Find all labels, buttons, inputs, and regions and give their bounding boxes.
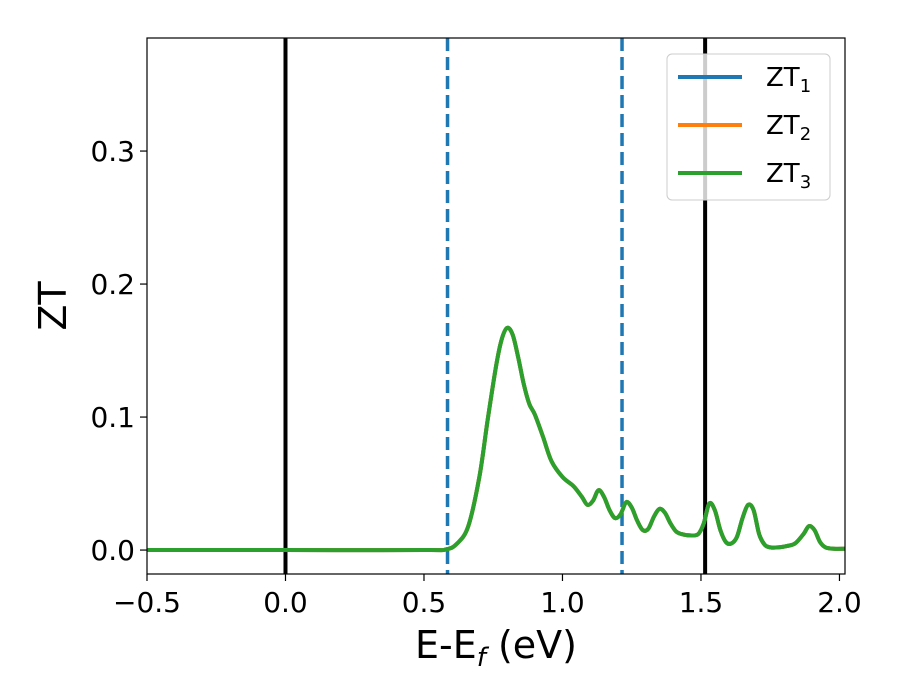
legend-box bbox=[666, 53, 831, 201]
series-lines bbox=[147, 325, 845, 553]
x-tick-label: −0.5 bbox=[113, 586, 181, 619]
legend-label-zt1: ZT1 bbox=[766, 63, 811, 97]
x-axis-label: E-Ef (eV) bbox=[415, 623, 577, 673]
y-tick-label: 0.0 bbox=[90, 534, 135, 567]
legend-label-zt2: ZT2 bbox=[766, 111, 811, 145]
y-axis-label: ZT bbox=[31, 281, 75, 331]
plot-frame bbox=[146, 37, 846, 575]
series-line-zt3 bbox=[147, 325, 845, 553]
legend-label-zt3: ZT3 bbox=[766, 159, 811, 193]
y-tick-label: 0.3 bbox=[90, 135, 135, 168]
x-tick-label: 1.0 bbox=[540, 586, 585, 619]
x-tick-label: 1.5 bbox=[679, 586, 724, 619]
x-tick-label: 0.0 bbox=[263, 586, 308, 619]
x-axis-ticks: −0.5 0.0 0.5 1.0 1.5 2.0 bbox=[113, 574, 862, 619]
x-tick-label: 2.0 bbox=[817, 586, 862, 619]
legend: ZT1 ZT2 ZT3 bbox=[666, 53, 831, 201]
x-tick-label: 0.5 bbox=[402, 586, 447, 619]
y-tick-label: 0.2 bbox=[90, 268, 135, 301]
y-tick-label: 0.1 bbox=[90, 401, 135, 434]
y-axis-ticks: 0.0 0.1 0.2 0.3 bbox=[90, 135, 147, 567]
